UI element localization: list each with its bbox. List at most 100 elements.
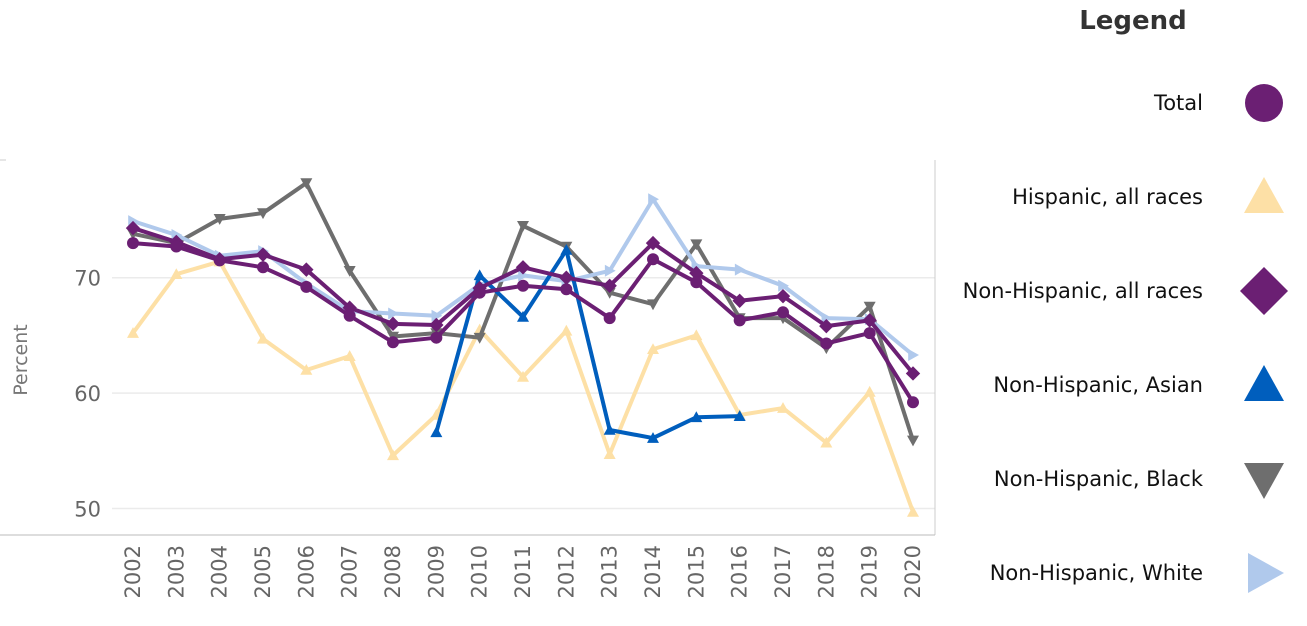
x-tick-label: 2017 (771, 545, 795, 598)
circle-marker-icon (1245, 84, 1283, 122)
data-point (732, 293, 747, 308)
legend-item[interactable]: Total (900, 73, 1300, 133)
x-tick-label: 2011 (511, 545, 535, 598)
data-point (343, 350, 356, 361)
legend-marker (1248, 553, 1284, 593)
legend-marker (1244, 365, 1284, 401)
data-point (863, 385, 876, 397)
series-lines (125, 178, 921, 517)
axes (0, 159, 936, 536)
series-non-hispanic-all-races (125, 220, 921, 381)
data-point (604, 264, 616, 277)
triangle-right-marker-icon (1248, 553, 1284, 593)
data-point (170, 240, 183, 253)
x-tick-label: 2008 (381, 545, 405, 598)
data-point (820, 337, 833, 350)
data-point (648, 193, 659, 206)
data-point (255, 247, 271, 262)
data-point (690, 239, 703, 251)
data-point (385, 316, 401, 332)
series-line (132, 226, 915, 375)
legend-item[interactable]: Non-Hispanic, Black (900, 449, 1300, 509)
data-point (517, 370, 529, 382)
legend-item[interactable]: Non-Hispanic, Asian (900, 355, 1300, 415)
data-point (559, 270, 574, 285)
x-tick-label: 2009 (424, 545, 448, 598)
data-point (908, 349, 919, 361)
data-point (647, 343, 659, 355)
x-tick-label: 2014 (641, 545, 665, 598)
data-point (257, 208, 269, 220)
legend-item[interactable]: Hispanic, all races (900, 167, 1300, 227)
data-point (689, 265, 704, 281)
data-point (300, 364, 313, 375)
x-tick-label: 2007 (338, 545, 362, 598)
data-point (431, 309, 443, 322)
data-point (862, 313, 877, 328)
data-point (257, 261, 269, 274)
x-tick-label: 2012 (554, 545, 578, 598)
data-point (602, 278, 617, 293)
data-point (775, 288, 791, 304)
x-tick-label: 2018 (814, 545, 838, 598)
data-point (819, 318, 834, 334)
y-tick-label: 50 (74, 497, 101, 521)
diamond-marker-icon (1240, 267, 1288, 315)
legend-label: Non-Hispanic, White (989, 561, 1203, 585)
data-point (430, 331, 443, 344)
x-tick-label: 2004 (208, 545, 232, 598)
data-point (820, 436, 833, 448)
data-point (515, 260, 531, 275)
legend-marker (1244, 463, 1284, 499)
data-point (560, 283, 573, 296)
data-point (603, 424, 616, 435)
data-point (734, 263, 746, 276)
data-point (430, 426, 443, 438)
data-point (517, 310, 529, 322)
data-point (647, 253, 659, 266)
data-point (863, 327, 876, 340)
data-point (473, 286, 486, 299)
data-point (777, 306, 789, 319)
legend-label: Non-Hispanic, Asian (993, 373, 1203, 397)
x-tick-label: 2020 (901, 545, 925, 598)
data-point (690, 411, 703, 423)
data-point (603, 448, 616, 460)
x-tick-label: 2016 (728, 545, 752, 598)
legend-marker (1244, 177, 1284, 213)
series-line (434, 248, 740, 441)
data-point (343, 265, 356, 277)
legend-title: Legend (1079, 6, 1187, 36)
data-point (299, 262, 314, 277)
legend-label: Total (1153, 91, 1203, 115)
data-point (387, 449, 399, 461)
triangle-down-marker-icon (1244, 463, 1284, 499)
data-point (517, 279, 529, 292)
x-tick-label: 2019 (858, 545, 882, 598)
legend-item[interactable]: Non-Hispanic, White (900, 543, 1300, 603)
data-point (473, 332, 486, 344)
data-point (777, 402, 789, 413)
data-point (907, 396, 919, 409)
legend-label: Non-Hispanic, Black (993, 467, 1203, 491)
x-tick-label: 2015 (684, 545, 708, 598)
data-point (603, 287, 616, 299)
data-point (645, 235, 661, 251)
data-point (560, 324, 573, 336)
x-tick-label: 2002 (121, 545, 145, 598)
data-point (603, 312, 616, 325)
data-point (388, 307, 399, 320)
x-tick-label: 2005 (251, 545, 275, 598)
data-point (863, 301, 876, 313)
legend-item[interactable]: Non-Hispanic, all races (900, 261, 1300, 321)
legend-marker (1240, 267, 1288, 315)
data-point (560, 244, 573, 255)
data-point (907, 505, 919, 517)
legend-label: Hispanic, all races (1012, 185, 1203, 209)
data-point (733, 314, 746, 327)
data-point (127, 237, 139, 250)
legend-marker (1245, 84, 1283, 122)
data-point (300, 178, 313, 190)
